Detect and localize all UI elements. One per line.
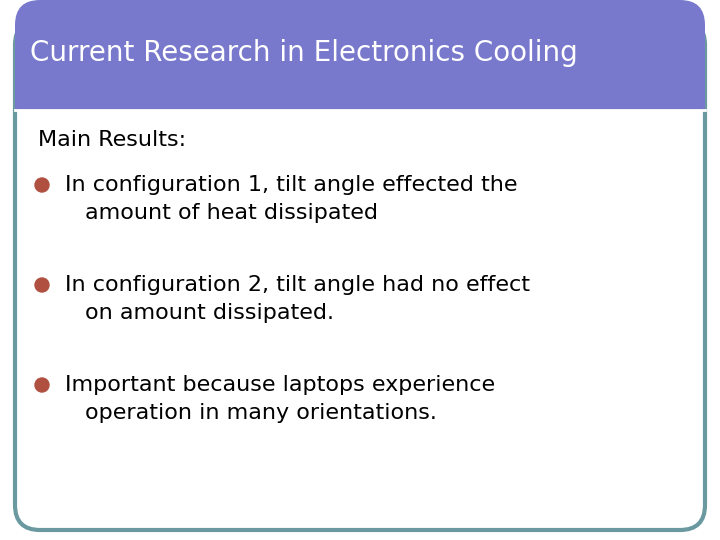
Circle shape [35,378,49,392]
Circle shape [35,278,49,292]
Text: operation in many orientations.: operation in many orientations. [85,403,437,423]
Text: In configuration 1, tilt angle effected the: In configuration 1, tilt angle effected … [65,175,518,195]
Text: on amount dissipated.: on amount dissipated. [85,303,334,323]
Text: Current Research in Electronics Cooling: Current Research in Electronics Cooling [30,39,577,67]
Text: amount of heat dissipated: amount of heat dissipated [85,203,378,223]
Circle shape [35,178,49,192]
Text: Important because laptops experience: Important because laptops experience [65,375,495,395]
Text: In configuration 2, tilt angle had no effect: In configuration 2, tilt angle had no ef… [65,275,530,295]
Text: Main Results:: Main Results: [38,130,186,150]
FancyBboxPatch shape [15,0,705,110]
FancyBboxPatch shape [15,20,705,530]
Bar [15,55,705,110]
